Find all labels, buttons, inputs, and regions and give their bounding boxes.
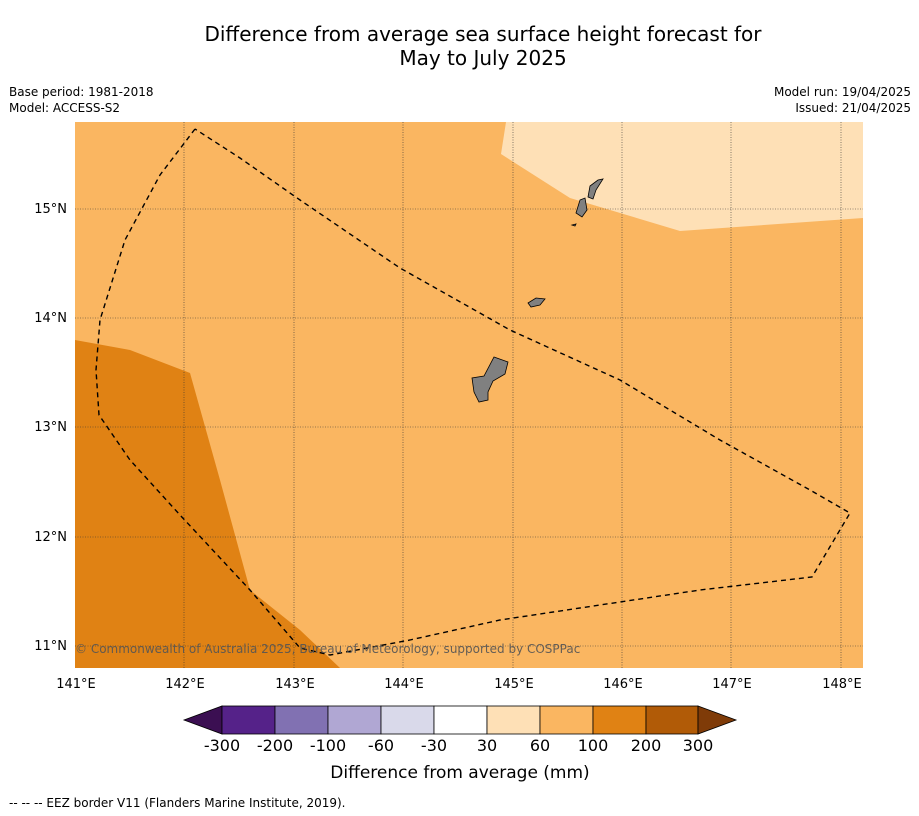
colorbar-tick: 30 [477,736,497,755]
colorbar-tick: -200 [257,736,293,755]
colorbar-segment [592,705,647,735]
colorbar-tick: 60 [530,736,550,755]
lat-label: 12°N [34,530,67,545]
anomaly-30-60-region [501,122,863,231]
map-area: © Commonwealth of Australia 2025, Bureau… [75,122,863,668]
islands [471,178,604,403]
lon-label: 141°E [56,677,96,692]
colorbar-upper-extension [697,705,738,735]
metadata-right: Model run: 19/04/2025 Issued: 21/04/2025 [774,84,911,116]
copyright-text: © Commonwealth of Australia 2025, Bureau… [75,642,580,656]
lon-label: 144°E [384,677,424,692]
colorbar-segment [327,705,382,735]
guam-island [471,356,509,403]
colorbar-tick: -300 [204,736,240,755]
lon-label: 147°E [712,677,752,692]
map-title: Difference from average sea surface heig… [0,22,919,70]
metadata-left: Base period: 1981-2018 Model: ACCESS-S2 [9,84,154,116]
colorbar-segment [433,705,488,735]
colorbar-segment [274,705,329,735]
lat-label: 15°N [34,202,67,217]
lon-label: 146°E [603,677,643,692]
model-run-text: Model run: 19/04/2025 [773,85,911,99]
colorbar-tick: -30 [421,736,447,755]
colorbar-segment [645,705,699,735]
lat-label: 14°N [34,311,67,326]
colorbar-tick: 200 [631,736,662,755]
colorbar-segment [539,705,594,735]
colorbar-title: Difference from average (mm) [330,763,589,783]
model-text: Model: ACCESS-S2 [9,101,121,115]
colorbar-tick: 100 [578,736,609,755]
lat-label: 13°N [34,420,67,435]
latitude-labels: 15°N 14°N 13°N 12°N 11°N [34,202,67,654]
anomaly-100-200-region [75,340,340,668]
colorbar-segment [380,705,435,735]
lon-label: 148°E [822,677,862,692]
issued-text: Issued: 21/04/2025 [795,101,911,115]
lon-label: 143°E [275,677,315,692]
map-title-line2: May to July 2025 [399,46,567,70]
eez-footnote: -- -- -- EEZ border V11 (Flanders Marine… [9,796,346,810]
saipan-island [587,178,604,200]
map-title-line1: Difference from average sea surface heig… [204,22,762,46]
colorbar-segment [486,705,541,735]
rota-island [527,297,546,308]
lon-label: 142°E [165,677,205,692]
longitude-labels: 141°E 142°E 143°E 144°E 145°E 146°E 147°… [56,677,862,692]
lon-label: 145°E [494,677,534,692]
colorbar-tick: 300 [683,736,714,755]
colorbar-lower-extension [182,705,223,735]
base-period-text: Base period: 1981-2018 [9,85,154,99]
tinian-island [575,197,588,218]
colorbar-segment [221,705,276,735]
aguijan-island [570,223,577,227]
colorbar-tick: -100 [310,736,346,755]
colorbar-tick: -60 [368,736,394,755]
graticule [75,122,863,668]
colorbar [182,705,738,735]
lat-label: 11°N [34,639,67,654]
colorbar-tick-labels: -300 -200 -100 -60 -30 30 60 100 200 300 [204,736,713,755]
eez-border [95,128,851,656]
